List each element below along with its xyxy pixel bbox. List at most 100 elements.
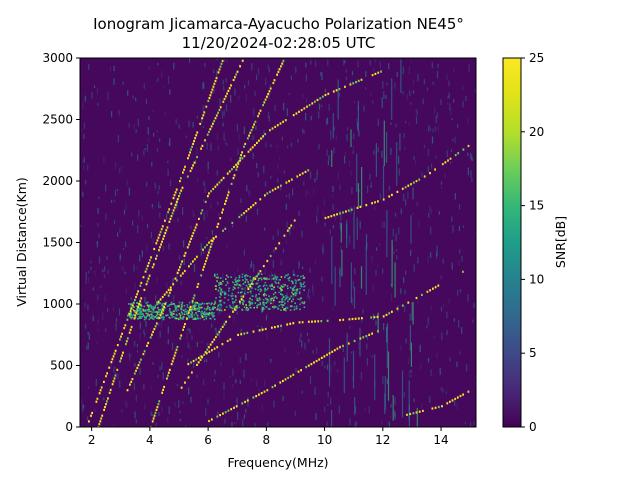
noise-speck: [211, 323, 213, 328]
noise-speck: [107, 91, 109, 100]
trace-dot: [252, 396, 255, 399]
noise-speck: [246, 184, 248, 192]
patch-cell: [248, 304, 251, 307]
noise-speck: [266, 333, 268, 338]
patch-cell: [233, 306, 236, 308]
patch-cell: [273, 286, 275, 288]
patch-cell: [253, 306, 255, 309]
noise-speck: [243, 126, 245, 135]
noise-speck: [383, 323, 385, 331]
patch-cell: [285, 309, 287, 312]
patch-cell: [178, 304, 181, 307]
trace-dot: [135, 295, 137, 299]
noise-speck: [82, 404, 84, 412]
noise-speck: [298, 260, 300, 269]
trace-dot: [259, 109, 262, 112]
noise-speck: [251, 63, 253, 70]
noise-speck: [326, 117, 329, 125]
noise-speck: [117, 373, 119, 380]
patch-cell: [175, 306, 177, 308]
noise-speck: [88, 64, 90, 70]
trace-dot: [351, 317, 354, 321]
patch-cell: [200, 311, 202, 313]
trace-dot: [235, 168, 238, 171]
patch-cell: [204, 313, 206, 316]
patch-cell: [190, 310, 193, 312]
noise-speck: [316, 218, 318, 224]
trace-dot: [191, 371, 193, 374]
noise-speck: [410, 60, 412, 63]
noise-speck: [451, 118, 453, 121]
patch-cell: [291, 281, 294, 283]
trace-dot: [204, 262, 206, 266]
noise-speck: [432, 82, 434, 85]
trace-dot: [249, 148, 252, 151]
noise-speck: [264, 380, 266, 387]
patch-cell: [273, 305, 276, 308]
trace-dot: [377, 200, 379, 203]
trace-dot: [175, 348, 178, 351]
interference-streak: [386, 324, 388, 368]
trace-dot: [214, 79, 217, 83]
trace-dot: [288, 180, 290, 183]
noise-speck: [121, 165, 123, 170]
trace-dot: [240, 213, 243, 217]
trace-dot: [160, 243, 162, 246]
noise-speck: [421, 403, 423, 408]
noise-speck: [346, 127, 349, 131]
trace-dot: [119, 338, 121, 341]
trace-dot: [205, 260, 207, 263]
trace-dot: [262, 104, 264, 107]
trace-dot: [422, 409, 424, 412]
noise-speck: [346, 133, 348, 141]
noise-speck: [134, 411, 136, 419]
patch-cell: [294, 294, 297, 297]
trace-dot: [181, 272, 184, 275]
trace-dot: [301, 321, 304, 324]
noise-speck: [302, 128, 304, 134]
trace-dot: [277, 70, 280, 73]
trace-dot: [224, 227, 227, 230]
noise-speck: [283, 170, 285, 174]
noise-speck: [167, 417, 169, 424]
patch-cell: [249, 283, 251, 286]
trace-dot: [136, 293, 138, 296]
trace-dot: [174, 277, 177, 280]
trace-dot: [308, 104, 311, 107]
patch-cell: [203, 312, 206, 314]
noise-speck: [302, 266, 304, 269]
noise-speck: [193, 264, 196, 272]
trace-dot: [225, 197, 228, 200]
patch-cell: [144, 316, 147, 319]
noise-speck: [389, 416, 391, 419]
noise-speck: [294, 411, 296, 417]
patch-cell: [279, 287, 281, 289]
trace-dot: [88, 420, 90, 423]
trace-dot: [211, 240, 214, 243]
noise-speck: [409, 90, 411, 96]
trace-dot: [210, 239, 213, 242]
patch-cell: [287, 296, 289, 298]
noise-speck: [285, 194, 288, 198]
noise-speck: [410, 375, 412, 378]
trace-dot: [203, 353, 205, 356]
trace-dot: [219, 217, 222, 220]
noise-speck: [115, 372, 117, 375]
noise-speck: [230, 157, 232, 162]
trace-dot: [365, 204, 368, 207]
patch-cell: [130, 303, 132, 306]
trace-dot: [168, 291, 171, 294]
patch-cell: [171, 314, 173, 316]
trace-dot: [249, 285, 251, 288]
noise-speck: [159, 330, 161, 338]
patch-cell: [142, 315, 145, 317]
patch-cell: [201, 316, 204, 318]
noise-speck: [310, 115, 312, 121]
patch-cell: [252, 278, 254, 280]
noise-speck: [382, 268, 384, 274]
noise-speck: [299, 338, 301, 343]
noise-speck: [371, 355, 373, 358]
trace-dot: [467, 390, 470, 393]
noise-speck: [431, 163, 433, 169]
chart-title: Ionogram Jicamarca-Ayacucho Polarization…: [93, 15, 464, 33]
